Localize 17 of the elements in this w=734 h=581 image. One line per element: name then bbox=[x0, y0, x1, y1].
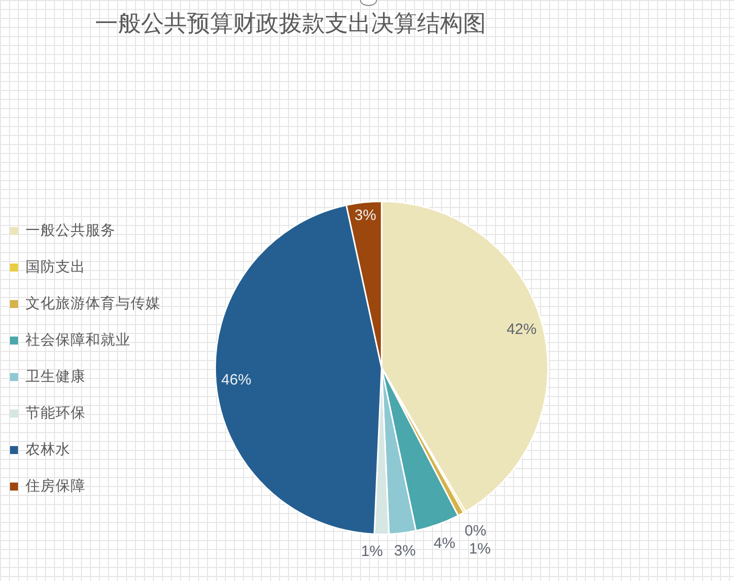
data-label: 42% bbox=[506, 321, 537, 338]
data-label: 4% bbox=[434, 535, 456, 552]
chart-title: 一般公共预算财政拨款支出决算结构图 bbox=[95, 10, 486, 36]
data-label: 1% bbox=[468, 540, 491, 558]
data-label: 3% bbox=[394, 542, 416, 560]
legend-label: 社会保障和就业 bbox=[25, 332, 130, 349]
legend-label: 节能环保 bbox=[25, 404, 86, 422]
data-label: 0% bbox=[464, 522, 486, 540]
legend-label: 一般公共服务 bbox=[25, 222, 116, 240]
legend-label: 农林水 bbox=[25, 441, 70, 458]
legend-label: 住房保障 bbox=[24, 478, 86, 495]
legend-label: 国防支出 bbox=[25, 258, 86, 276]
data-label: 3% bbox=[354, 206, 376, 224]
data-label: 46% bbox=[221, 371, 252, 388]
data-label: 1% bbox=[361, 543, 383, 560]
legend-label: 卫生健康 bbox=[25, 368, 86, 386]
legend-label: 文化旅游体育与传媒 bbox=[25, 295, 160, 312]
